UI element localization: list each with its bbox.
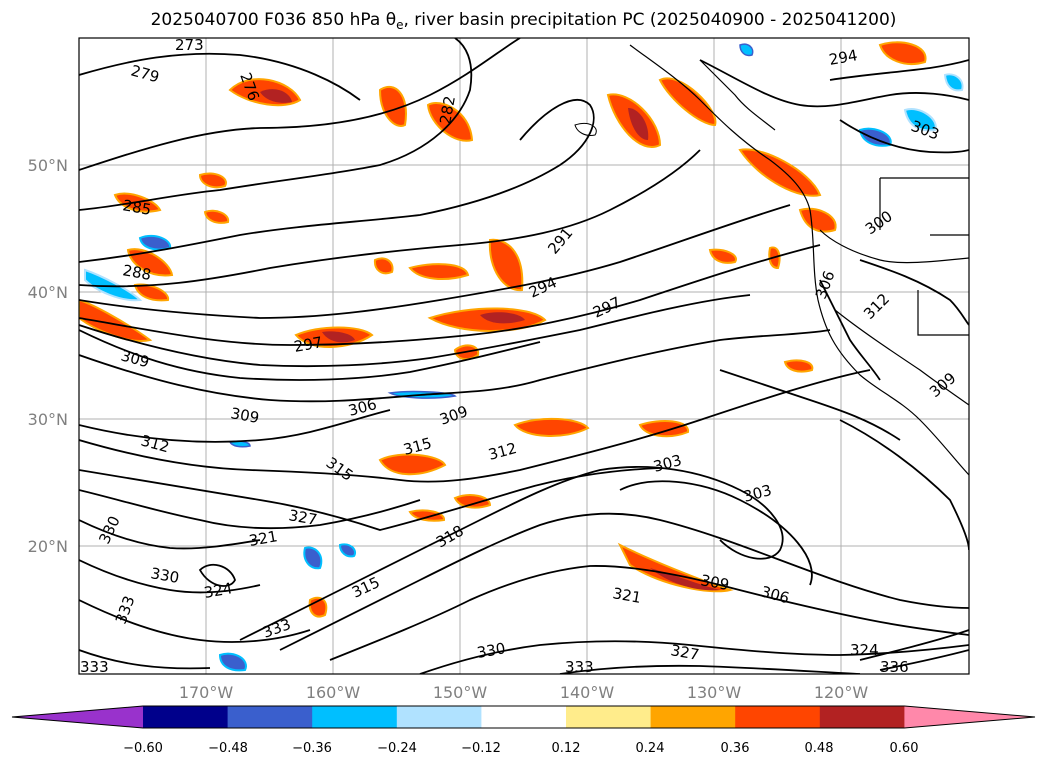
colorbar [11,705,1036,729]
colorbar-tick: −0.12 [461,741,501,756]
colorbar-tick: 0.48 [805,741,834,756]
contour-label-330: 330 [476,639,507,662]
colorbar-extend-high [904,706,1035,728]
colorbar-tick: 0.12 [552,741,581,756]
colorbar-tick: −0.60 [123,741,163,756]
contour-label-309c: 309 [699,571,730,594]
contour-label-333: 333 [565,658,594,676]
contour-label-330b: 330 [149,564,180,587]
lat-label-20: 20°N [28,537,68,556]
latitude-labels: 50°N 40°N 30°N 20°N [28,156,68,556]
contour-label-294: 294 [828,46,859,69]
coastline [629,44,969,476]
lon-label-140w: 140°W [560,683,615,702]
theta-e-contours [79,38,969,674]
contour-label: 324 [203,579,234,602]
colorbar-tick: 0.60 [890,741,919,756]
colorbar-bin [143,706,229,728]
contour-label-309: 309 [229,404,260,427]
colorbar-outline [11,705,1036,729]
colorbar-tick: 0.36 [721,741,750,756]
lat-label-40: 40°N [28,283,68,302]
contour-label-327: 327 [669,641,700,664]
lon-label-130w: 130°W [687,683,742,702]
title-prefix: 2025040700 F036 850 hPa θ [150,10,397,30]
lat-label-30: 30°N [28,410,68,429]
contour-label: 273 [175,36,204,54]
map-title: 2025040700 F036 850 hPa θe, river basin … [0,10,1047,32]
colorbar-tick: −0.48 [208,741,248,756]
lat-label-50: 50°N [28,156,68,175]
lon-label-120w: 120°W [814,683,869,702]
map-plot-area: 273 276 279 282 285 288 291 294 297 300 … [79,36,969,676]
longitude-labels: 170°W 160°W 150°W 140°W 130°W 120°W [179,683,869,702]
contour-label: 285 [121,196,152,219]
contour-label: 321 [248,527,279,550]
contour-label: 336 [880,658,909,676]
colorbar-bin [227,706,313,728]
lon-label-150w: 150°W [433,683,488,702]
contour-label: 327 [287,506,318,529]
contour-label-333c: 333 [80,658,109,676]
colorbar-tick: −0.24 [377,741,417,756]
title-subscript: e [396,18,404,32]
colorbar-bin [566,706,652,728]
map-frame [78,37,970,675]
lon-label-170w: 170°W [179,683,234,702]
colorbar-extend-low [12,706,143,728]
colorbar-bin [481,706,567,728]
contour-label-297: 297 [293,333,324,356]
contour-label: 282 [436,94,459,125]
colorbar-tick: 0.24 [636,741,665,756]
title-suffix: , river basin precipitation PC (20250409… [403,10,897,30]
lon-label-160w: 160°W [306,683,361,702]
colorbar-bin [312,706,398,728]
colorbar-bin [650,706,736,728]
colorbar-bin [819,706,905,728]
gridlines [79,38,969,674]
precipitation-field [79,41,964,672]
colorbar-bin [396,706,482,728]
colorbar-tick: −0.36 [292,741,332,756]
colorbar-bin [735,706,821,728]
contour-label: 288 [121,261,152,284]
colorbar-tick-labels: −0.60 −0.48 −0.36 −0.24 −0.12 0.12 0.24 … [123,741,918,756]
contour-label-321: 321 [611,584,642,607]
contour-label-324: 324 [850,641,879,659]
